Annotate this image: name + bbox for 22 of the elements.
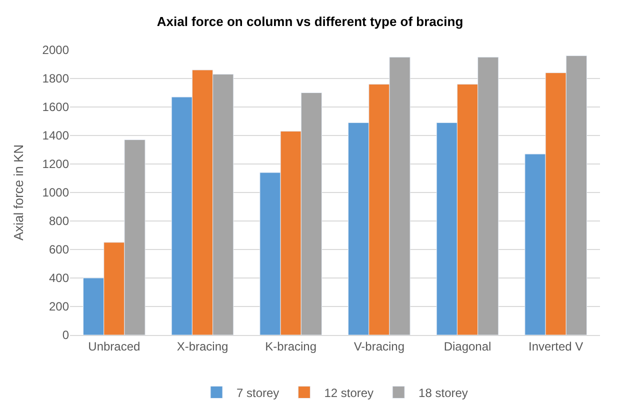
legend-label: 12 storey — [324, 386, 374, 400]
y-tick-label: 200 — [48, 300, 70, 314]
x-tick-label: V-bracing — [354, 339, 405, 354]
y-tick-label: 0 — [62, 328, 70, 342]
y-tick-label: 1600 — [42, 100, 70, 114]
x-tick-label: X-bracing — [176, 339, 228, 354]
x-tick-label: Diagonal — [444, 339, 492, 354]
y-tick-label: 800 — [48, 214, 70, 228]
legend-label: 7 storey — [236, 386, 280, 400]
y-tick-label: 1400 — [42, 128, 70, 143]
y-tick-label: 400 — [48, 271, 70, 286]
x-tick-label: Inverted V — [528, 339, 584, 354]
y-tick-label: 1800 — [42, 72, 70, 86]
y-axis-title: Axial force in KN — [11, 144, 26, 241]
y-tick-label: 2000 — [42, 43, 70, 58]
chart-title: Axial force on column vs different type of bracing — [156, 14, 464, 29]
x-tick-label: K-bracing — [265, 339, 317, 354]
y-tick-label: 1200 — [42, 157, 70, 172]
x-tick-label: Unbraced — [88, 339, 140, 354]
y-tick-label: 1000 — [42, 186, 70, 200]
legend-label: 18 storey — [418, 386, 468, 400]
y-tick-label: 600 — [48, 242, 70, 257]
